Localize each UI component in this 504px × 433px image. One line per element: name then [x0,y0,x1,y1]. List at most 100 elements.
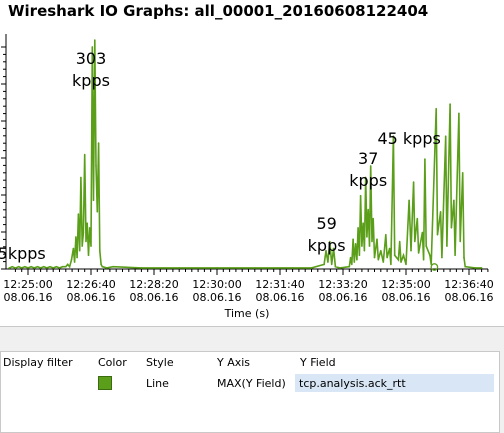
data-point [332,247,335,250]
data-point [357,227,359,229]
x-tick-label-time: 12:25:00 [3,278,52,291]
data-point [327,261,329,263]
data-point [97,142,100,144]
data-point [46,267,48,269]
data-point [90,245,92,247]
data-point [421,231,424,234]
annotation-label: 303 [76,49,107,68]
header-y-field[interactable]: Y Field [300,356,336,369]
data-point [75,236,77,238]
data-point [380,249,382,252]
data-point [408,199,410,202]
data-point [39,267,42,269]
data-point [101,265,104,268]
data-point [449,103,451,105]
data-point [363,249,366,252]
data-point [81,245,83,247]
data-point [390,263,392,266]
row-y-axis[interactable]: MAX(Y Field) [217,377,286,390]
data-point [80,176,82,179]
data-point [436,233,439,236]
data-point [450,227,453,229]
data-point [362,222,365,224]
data-point [353,261,356,263]
data-point [373,256,376,259]
data-point [72,247,75,250]
annotation-label: 45 kpps [377,129,440,148]
graph-row[interactable]: Line MAX(Y Field) tcp.analysis.ack_rtt [1,374,499,394]
x-tick-label-time: 12:26:40 [66,278,115,291]
data-point [334,265,337,268]
data-point [339,267,341,269]
data-point [11,265,14,268]
data-point [88,227,91,229]
data-point [397,259,400,261]
data-point [348,265,351,268]
data-point [86,222,88,224]
data-point [92,199,95,202]
data-point [8,267,10,269]
data-point [43,265,45,268]
data-point [368,245,371,247]
data-point [352,238,354,240]
data-point [27,267,29,269]
data-point [392,135,395,137]
data-point [425,245,428,247]
data-point [68,265,71,268]
header-display-filter[interactable]: Display filter [3,356,73,369]
data-point [412,181,415,183]
data-point [410,249,412,252]
data-point [14,267,17,269]
data-point [367,208,370,211]
x-tick-label-date: 08.06.16 [67,291,116,304]
data-point [78,249,81,252]
data-point [100,263,102,266]
row-color-swatch[interactable] [98,376,112,390]
row-y-field-cell[interactable]: tcp.analysis.ack_rtt [295,374,494,392]
data-point [424,158,426,160]
data-point [402,254,405,257]
io-graph-chart[interactable]: 12:25:0008.06.1612:26:4008.06.1612:28:20… [0,24,504,325]
data-point [83,153,86,156]
data-point [323,263,325,266]
data-point [85,240,87,243]
data-point [439,211,442,213]
data-point [87,254,90,257]
data-point [106,267,108,269]
data-point [329,240,331,243]
data-point [400,261,402,263]
data-point [82,231,85,234]
data-point [49,265,51,268]
data-point [310,267,313,269]
data-point [416,217,419,220]
x-tick-label-date: 08.06.16 [445,291,494,304]
data-point [112,265,114,268]
header-style[interactable]: Style [146,356,174,369]
data-point [61,265,64,268]
x-tick-label-date: 08.06.16 [319,291,368,304]
data-point [398,240,401,243]
row-style[interactable]: Line [146,377,169,390]
x-tick-label-date: 08.06.16 [130,291,179,304]
data-point [24,265,26,268]
graph-table[interactable]: Display filter Color Style Y Axis Y Fiel… [0,351,500,433]
data-point [441,256,443,259]
header-color[interactable]: Color [98,356,127,369]
cursor-marker [430,263,439,271]
data-point [422,259,425,261]
data-point [76,256,78,259]
x-tick-label-date: 08.06.16 [193,291,242,304]
data-point [459,240,462,243]
data-point [99,249,101,252]
data-point [36,265,39,268]
data-point [33,267,36,269]
data-point [77,213,80,215]
data-point [58,267,61,269]
data-point [444,135,447,137]
data-point [330,263,333,266]
data-point [291,267,294,269]
header-y-axis[interactable]: Y Axis [217,356,251,369]
data-point [349,256,352,259]
data-point [70,259,73,261]
x-tick-label-date: 08.06.16 [382,291,431,304]
